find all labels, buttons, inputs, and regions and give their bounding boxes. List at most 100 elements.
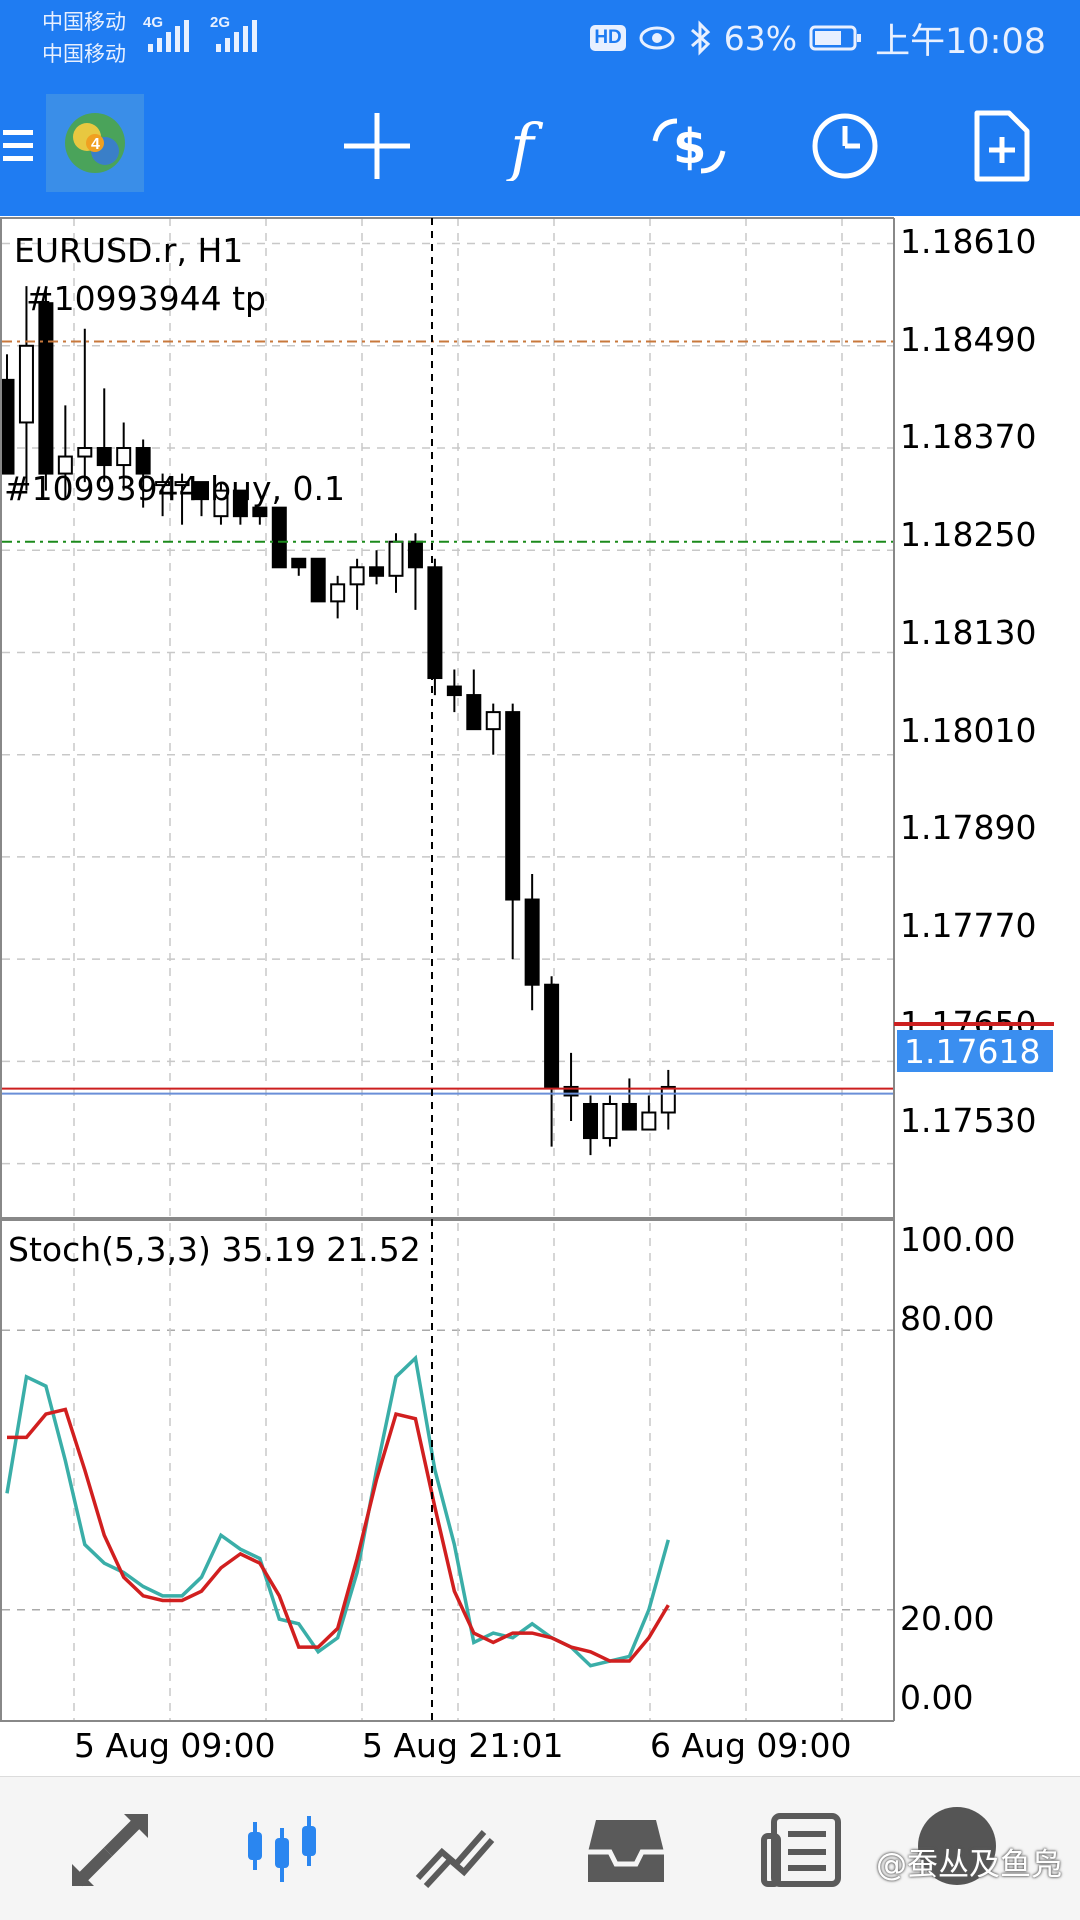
network-1-label: 4G (143, 14, 164, 31)
time-axis: 5 Aug 09:00 5 Aug 21:01 6 Aug 09:00 (74, 1726, 852, 1765)
candle-bullish (485, 711, 501, 731)
candle-bullish (174, 481, 190, 487)
function-icon: f (506, 111, 544, 181)
order-line-label: #10993944 buy, 0.1 (4, 469, 345, 508)
candle-bullish (18, 344, 34, 424)
nav-trade-button[interactable] (404, 1805, 504, 1895)
candle-bearish (505, 711, 521, 901)
crosshair-button[interactable] (332, 101, 422, 191)
chat-bubble-icon[interactable] (918, 1807, 996, 1885)
candle-bearish (135, 447, 151, 475)
chart-toolbar: 4 f $ (0, 76, 1080, 216)
candle-bullish (641, 1111, 657, 1131)
crosshair-icon (344, 113, 410, 179)
price-tick: 1.17770 (900, 906, 1036, 945)
candle-bearish (271, 506, 287, 569)
network-2-label: 2G (210, 14, 231, 31)
candle-bearish (446, 685, 462, 697)
candle-bearish (466, 694, 482, 731)
candle-bearish (0, 378, 15, 475)
candle-bullish (77, 447, 93, 458)
tp-line-label: #10993944 tp (26, 279, 266, 318)
candle-bearish (427, 566, 443, 680)
carrier-2-label: 中国移动 (42, 42, 126, 66)
battery-icon (809, 25, 862, 51)
price-tick: 1.18370 (900, 417, 1036, 456)
new-order-button[interactable] (956, 101, 1046, 191)
hamburger-icon (3, 130, 33, 161)
price-tick: 1.18490 (900, 320, 1036, 359)
nav-history-button[interactable] (576, 1805, 676, 1895)
stochastic-signal-line (7, 1407, 670, 1663)
price-tick: 1.18130 (900, 613, 1036, 652)
stoch-tick: 0.00 (900, 1678, 973, 1717)
price-chart[interactable]: 1.18610 1.18490 1.18370 1.18250 1.18130 … (0, 216, 1080, 1776)
price-tick: 1.18610 (900, 222, 1036, 261)
candle-bearish (563, 1085, 579, 1097)
price-tick: 1.17530 (900, 1101, 1036, 1140)
eye-icon (639, 26, 675, 50)
candles (0, 286, 676, 1156)
indicators-button[interactable]: f (488, 101, 578, 191)
candle-bullish (330, 583, 346, 603)
candle-bearish (524, 898, 540, 986)
candle-bearish (38, 302, 54, 475)
grid (2, 218, 894, 1721)
price-levels (2, 340, 894, 1095)
stochastic-main-line (5, 1354, 670, 1668)
price-tick: 1.18250 (900, 515, 1036, 554)
trade-trend-icon (415, 1830, 495, 1888)
candle-bearish (583, 1102, 598, 1140)
candle-bearish (252, 506, 268, 518)
candle-bullish (349, 566, 365, 586)
stoch-tick: 20.00 (900, 1599, 994, 1638)
metatrader-logo-icon: 4 (65, 113, 125, 173)
time-tick: 5 Aug 09:00 (74, 1726, 276, 1765)
candle-bearish (621, 1102, 637, 1131)
chart-area[interactable]: 1.18610 1.18490 1.18370 1.18250 1.18130 … (0, 216, 1080, 1776)
chart-candles-icon (248, 1816, 316, 1882)
nav-chart-button[interactable] (232, 1805, 332, 1895)
current-price-tag: 1.17618 (894, 1022, 1054, 1072)
stoch-tick: 80.00 (900, 1299, 994, 1338)
timeframe-button[interactable] (800, 101, 890, 191)
nav-quotes-button[interactable] (60, 1805, 160, 1895)
new-document-icon (974, 110, 1030, 182)
stochastic-axis: 100.00 80.00 20.00 0.00 (900, 1220, 1015, 1717)
quotes-arrows-icon (72, 1814, 148, 1887)
candle-bullish (388, 540, 404, 577)
svg-text:$: $ (673, 119, 706, 175)
battery-percent: 63% (723, 18, 798, 58)
current-price-box (897, 1030, 1053, 1072)
candle-bearish (194, 481, 209, 501)
symbol-title: EURUSD.r, H1 (14, 231, 243, 270)
clock-icon (812, 113, 878, 179)
time-tick: 5 Aug 21:01 (362, 1726, 564, 1765)
nav-news-button[interactable] (752, 1805, 852, 1895)
candle-bearish (232, 489, 248, 518)
bottom-navigation: @蚕丛及鱼凫 (0, 1776, 1080, 1920)
status-bar: 中国移动 中国移动 4G 2G HD 63% 上午10:08 (0, 0, 1080, 76)
app-logo: 4 (46, 94, 144, 192)
time-tick: 6 Aug 09:00 (650, 1726, 852, 1765)
candle-bearish (369, 566, 385, 577)
svg-text:f: f (506, 111, 544, 181)
price-axis: 1.18610 1.18490 1.18370 1.18250 1.18130 … (900, 222, 1036, 1140)
candle-bullish (116, 447, 132, 467)
stochastic-indicator-label: Stoch(5,3,3) 35.19 21.52 (8, 1230, 421, 1269)
candle-bearish (96, 447, 112, 467)
stochastic-lines (5, 1354, 670, 1668)
carrier-1-label: 中国移动 (42, 10, 126, 34)
stoch-tick: 100.00 (900, 1220, 1015, 1259)
watermark-text: @蚕丛及鱼凫 (876, 1847, 1062, 1883)
svg-text:4: 4 (91, 136, 100, 153)
candle-bullish (660, 1085, 676, 1114)
clock-time: 上午10:08 (875, 21, 1046, 62)
bluetooth-icon (690, 20, 710, 56)
menu-button[interactable] (0, 101, 40, 191)
inbox-tray-icon (588, 1820, 664, 1882)
status-right-group: HD 63% 上午10:08 (590, 16, 1046, 62)
trade-button[interactable]: $ (644, 101, 734, 191)
signal-2-icon (216, 20, 257, 52)
price-tick: 1.18010 (900, 711, 1036, 750)
